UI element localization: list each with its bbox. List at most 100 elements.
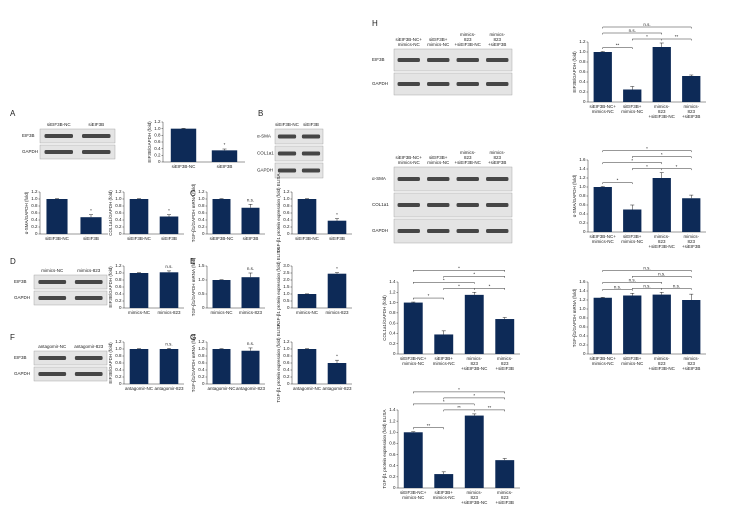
bar bbox=[212, 199, 231, 234]
significance-bracket bbox=[661, 38, 692, 41]
significance-label: * bbox=[617, 178, 619, 183]
y-tick-label: 3.0 bbox=[283, 263, 290, 268]
blot-band bbox=[427, 229, 450, 233]
y-tick-label: 1.4 bbox=[579, 166, 586, 171]
x-tick-label: mimics- bbox=[684, 356, 700, 361]
y-axis-label: TGF-β1/GAPDH mRNA (fold) bbox=[191, 183, 196, 242]
significance-label: n.s. bbox=[629, 278, 636, 283]
blot-band bbox=[82, 134, 111, 138]
significance-bracket bbox=[632, 156, 692, 159]
bar bbox=[403, 432, 423, 488]
y-tick-label: 1.0 bbox=[198, 277, 205, 282]
significance-bracket bbox=[413, 297, 444, 300]
significance-label: * bbox=[336, 266, 338, 271]
y-tick-label: 0.2 bbox=[115, 298, 122, 303]
x-tick-label: siEIF3B bbox=[83, 236, 99, 241]
bar bbox=[170, 128, 197, 162]
blot-band bbox=[397, 82, 420, 86]
bar bbox=[159, 216, 179, 234]
y-tick-label: 0 bbox=[287, 381, 290, 386]
x-tick-label: siEIF3B-NC+ bbox=[400, 356, 427, 361]
bar bbox=[464, 415, 484, 488]
y-tick-label: 0.2 bbox=[31, 224, 38, 229]
bar bbox=[327, 220, 347, 234]
x-tick-label: mimics-823 bbox=[325, 310, 349, 315]
x-tick-label: siEIF3B-NC bbox=[172, 164, 197, 169]
x-tick-label: siEIF3B bbox=[243, 236, 259, 241]
blot-image bbox=[39, 128, 116, 144]
y-tick-label: 0.8 bbox=[154, 133, 161, 138]
y-tick-label: 0.6 bbox=[579, 324, 586, 329]
x-tick-label: +siEIF3B-NC bbox=[649, 366, 676, 371]
x-tick-label: mimics- bbox=[497, 490, 513, 495]
bar bbox=[434, 334, 454, 354]
y-tick-label: 1.5 bbox=[283, 284, 290, 289]
blot-band bbox=[82, 150, 111, 154]
y-tick-label: 1.2 bbox=[115, 339, 122, 344]
x-tick-label: antagomir-NC bbox=[207, 386, 236, 391]
significance-label: * bbox=[489, 283, 491, 288]
blot-column-label: siEIF3B-NC+ bbox=[396, 155, 423, 160]
y-tick-label: 2.0 bbox=[283, 277, 290, 282]
blot-band bbox=[38, 296, 67, 300]
panel-label: E bbox=[190, 257, 195, 266]
x-tick-label: siEIF3B+ bbox=[435, 490, 454, 495]
bar bbox=[434, 474, 454, 488]
y-tick-label: 0.2 bbox=[579, 89, 586, 94]
blot-band bbox=[456, 177, 479, 181]
x-tick-label: mimics-NC bbox=[128, 310, 151, 315]
bar bbox=[495, 460, 515, 488]
y-tick-label: 1.4 bbox=[389, 407, 396, 412]
y-tick-label: 0.6 bbox=[115, 210, 122, 215]
x-tick-label: siEIF3B-NC bbox=[45, 236, 70, 241]
error-bar bbox=[630, 86, 635, 90]
bar bbox=[327, 363, 347, 384]
blot-image bbox=[274, 145, 324, 162]
blot-band bbox=[397, 203, 420, 207]
bar bbox=[297, 349, 317, 384]
blot-band bbox=[427, 58, 450, 62]
blot-band bbox=[486, 229, 509, 233]
error-bar bbox=[248, 272, 253, 278]
x-tick-label: 823 bbox=[687, 239, 695, 244]
x-tick-label: mimics-NC bbox=[592, 109, 615, 114]
bar bbox=[241, 350, 260, 384]
error-bar bbox=[248, 204, 253, 208]
x-tick-label: 823 bbox=[687, 109, 695, 114]
blot-column-label: siEIF3B bbox=[88, 122, 104, 127]
significance-bracket bbox=[602, 282, 662, 284]
y-tick-label: 0.6 bbox=[283, 360, 290, 365]
significance-label: n.s. bbox=[643, 22, 650, 27]
blot-image bbox=[274, 162, 324, 179]
x-tick-label: siEIF3B-NC+ bbox=[590, 234, 617, 239]
bar bbox=[80, 217, 102, 234]
y-tick-label: 0 bbox=[583, 229, 586, 234]
y-tick-label: 0 bbox=[202, 305, 205, 310]
x-tick-label: siEIF3B-NC bbox=[210, 236, 235, 241]
blot-band bbox=[456, 58, 479, 62]
blot-column-label: mimics- bbox=[460, 150, 476, 155]
bar bbox=[623, 295, 642, 354]
bar bbox=[241, 207, 260, 234]
significance-bracket bbox=[602, 32, 662, 35]
y-tick-label: 1.6 bbox=[579, 279, 586, 284]
x-tick-label: siEIF3B-NC bbox=[127, 236, 152, 241]
blot-row-label: GAPDH bbox=[14, 295, 30, 300]
blot-column-label: siEIF3B bbox=[303, 122, 319, 127]
y-tick-label: 0.8 bbox=[389, 310, 396, 315]
significance-label: * bbox=[168, 208, 170, 213]
panel-label: F bbox=[10, 333, 15, 342]
blot-column-label: mimics-NC bbox=[398, 42, 421, 47]
error-bar bbox=[167, 348, 171, 349]
significance-label: ** bbox=[675, 34, 679, 39]
blot-column-label: siEIF3B-NC bbox=[47, 122, 72, 127]
y-tick-label: 0.8 bbox=[198, 203, 205, 208]
blot-row-label: EIF3B bbox=[14, 355, 27, 360]
y-tick-label: 0.8 bbox=[389, 441, 396, 446]
error-bar bbox=[502, 458, 507, 461]
significance-label: * bbox=[443, 277, 445, 282]
blot-column-label: siEIF3B-NC bbox=[275, 122, 300, 127]
x-tick-label: mimics- bbox=[654, 104, 670, 109]
x-tick-label: antagomir-NC bbox=[125, 386, 154, 391]
y-tick-label: 0.6 bbox=[579, 69, 586, 74]
